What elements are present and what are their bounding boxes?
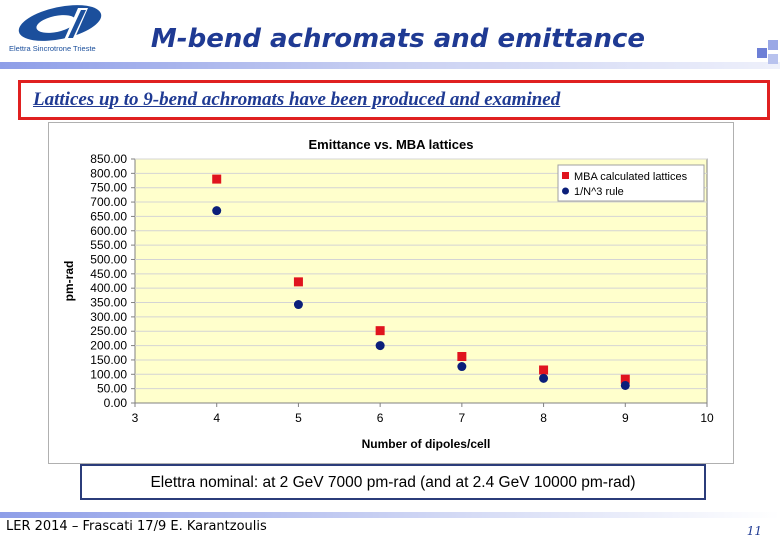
subtitle-box: Lattices up to 9-bend achromats have bee… [18,80,770,120]
legend-label: MBA calculated lattices [574,171,688,183]
footer-text: LER 2014 – Frascati 17/9 E. Karantzoulis [6,519,267,534]
slide-title: M-bend achromats and emittance [150,24,646,54]
subtitle-text: Lattices up to 9-bend achromats have bee… [33,89,561,110]
header-band [0,62,780,69]
x-tick-label: 9 [622,411,629,425]
y-tick-label: 450.00 [90,267,127,281]
legend-marker [562,172,569,179]
nominal-note-text: Elettra nominal: at 2 GeV 7000 pm-rad (a… [150,474,636,491]
elettra-logo-mark [18,5,102,41]
y-tick-label: 150.00 [90,353,127,367]
y-tick-label: 500.00 [90,252,127,266]
rule-point [539,373,549,383]
y-tick-label: 250.00 [90,324,127,338]
x-tick-label: 3 [132,411,139,425]
y-tick-label: 100.00 [90,367,127,381]
legend-label: 1/N^3 rule [574,186,624,198]
chart-x-axis-label: Number of dipoles/cell [362,437,491,451]
y-tick-label: 800.00 [90,166,127,180]
mba-point [457,351,467,361]
mba-point [212,174,222,184]
rule-point [293,300,303,310]
y-tick-label: 0.00 [104,396,128,410]
chart-title: Emittance vs. MBA lattices [309,137,474,152]
mba-point [620,374,630,384]
footer-band [0,512,780,518]
y-tick-label: 300.00 [90,310,127,324]
decor-square [768,54,778,64]
y-tick-label: 400.00 [90,281,127,295]
decor-square [757,48,767,58]
x-tick-label: 10 [700,411,714,425]
mba-point [293,277,303,287]
legend-marker [562,187,569,195]
rule-point [212,206,222,216]
y-tick-label: 350.00 [90,296,127,310]
y-tick-label: 750.00 [90,181,127,195]
nominal-note-box: Elettra nominal: at 2 GeV 7000 pm-rad (a… [80,464,706,500]
y-tick-label: 200.00 [90,339,127,353]
y-tick-label: 850.00 [90,152,127,166]
y-tick-label: 50.00 [97,382,127,396]
page-number: 11 [746,524,762,538]
chart-svg: Emittance vs. MBA lattices pm-rad Number… [62,137,714,451]
mba-point [375,326,385,336]
x-tick-label: 6 [377,411,384,425]
chart-y-axis-label: pm-rad [62,261,76,302]
x-tick-label: 5 [295,411,302,425]
rule-point [620,380,630,390]
logo-text: Elettra Sincrotrone Trieste [9,44,96,53]
rule-point [457,362,467,372]
legend-box [557,164,705,202]
x-tick-label: 7 [459,411,466,425]
mba-point [539,365,549,375]
y-tick-label: 550.00 [90,238,127,252]
elettra-logo: Elettra Sincrotrone Trieste [0,0,114,60]
emittance-chart: Emittance vs. MBA lattices pm-rad Number… [48,122,734,464]
x-tick-label: 4 [213,411,220,425]
y-tick-label: 600.00 [90,224,127,238]
rule-point [375,341,385,351]
y-tick-label: 650.00 [90,209,127,223]
y-tick-label: 700.00 [90,195,127,209]
x-tick-label: 8 [540,411,547,425]
decor-square [768,40,778,50]
